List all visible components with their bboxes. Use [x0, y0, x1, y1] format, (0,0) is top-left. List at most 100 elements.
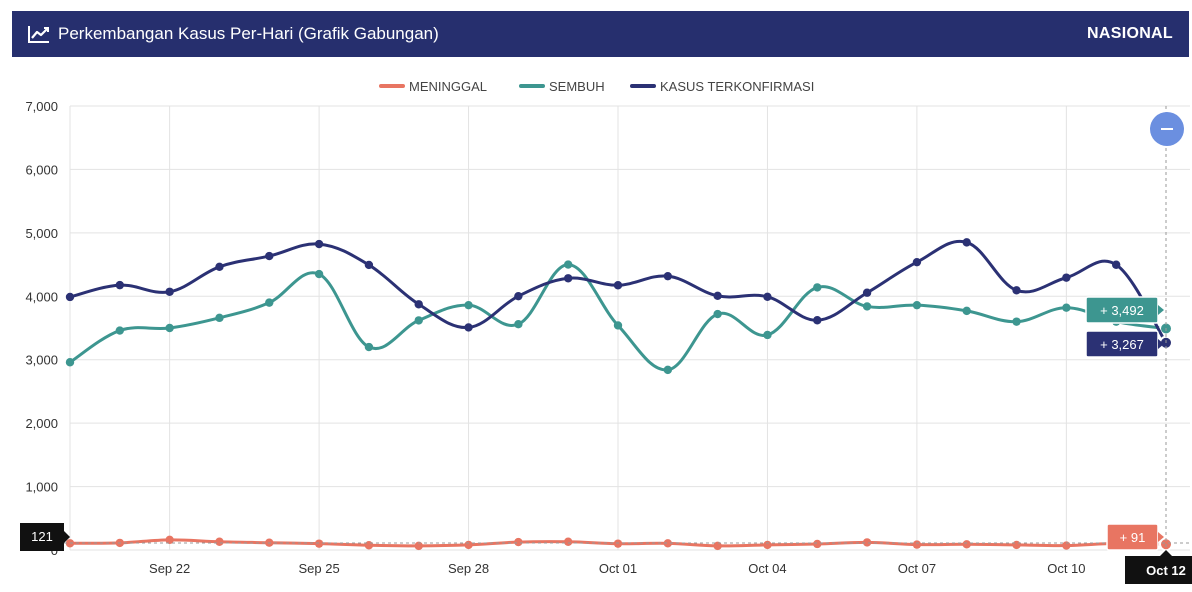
data-point[interactable]	[1012, 286, 1021, 295]
data-point[interactable]	[314, 539, 324, 548]
data-point[interactable]	[464, 323, 473, 332]
crosshair-y-label: 121	[31, 529, 53, 544]
data-point[interactable]	[314, 269, 324, 279]
y-tick-label: 4,000	[25, 289, 58, 304]
y-tick-label: 6,000	[25, 162, 58, 177]
x-axis: Sep 22 Sep 25 Sep 28 Oct 01 Oct 04 Oct 07 Oct …	[149, 561, 1085, 576]
data-point[interactable]	[912, 257, 922, 267]
data-point[interactable]	[215, 262, 224, 271]
x-tick-label: Oct 04	[748, 561, 786, 576]
data-point[interactable]	[563, 260, 573, 269]
data-point[interactable]	[115, 326, 125, 335]
page-title: Perkembangan Kasus Per-Hari (Grafik Gabu…	[58, 24, 439, 43]
data-point[interactable]	[115, 280, 125, 290]
data-point[interactable]	[962, 540, 971, 549]
region-label: NASIONAL	[1087, 25, 1173, 42]
data-point[interactable]	[464, 540, 473, 550]
x-tick-label: Oct 01	[599, 561, 637, 576]
data-point[interactable]	[912, 300, 922, 310]
data-point[interactable]	[563, 537, 573, 546]
data-point[interactable]	[613, 539, 623, 548]
data-point[interactable]	[314, 239, 324, 249]
data-point[interactable]	[464, 300, 473, 310]
legend-item: SEMBUH	[549, 79, 605, 94]
data-point[interactable]	[165, 287, 174, 296]
data-point[interactable]	[514, 319, 523, 329]
data-point[interactable]	[962, 238, 971, 247]
tooltips: + 3,492 + 3,267 + 91	[1085, 296, 1164, 551]
data-point[interactable]	[65, 292, 75, 302]
tooltip-label: + 3,267	[1100, 337, 1144, 352]
data-point[interactable]	[265, 251, 274, 261]
data-point[interactable]	[663, 365, 673, 375]
data-point[interactable]	[613, 321, 623, 330]
tooltip-label: + 91	[1120, 530, 1146, 545]
y-tick-label: 7,000	[25, 99, 58, 114]
crosshair-y-badge	[20, 523, 64, 551]
data-point[interactable]	[514, 537, 523, 547]
header-left: Perkembangan Kasus Per-Hari (Grafik Gabu…	[28, 24, 439, 44]
x-tick-label: Sep 22	[149, 561, 190, 576]
data-point[interactable]	[1012, 317, 1021, 326]
data-point[interactable]	[265, 298, 274, 307]
series-sembuh	[65, 260, 1173, 375]
y-tick-label: 1,000	[25, 480, 58, 495]
data-point[interactable]	[862, 538, 872, 547]
data-point[interactable]	[862, 288, 872, 297]
data-point[interactable]	[713, 309, 722, 319]
chart-header: Perkembangan Kasus Per-Hari (Grafik Gabu…	[12, 11, 1189, 57]
data-point[interactable]	[713, 291, 722, 301]
data-point[interactable]	[414, 541, 423, 551]
legend-item: MENINGGAL	[409, 79, 487, 94]
zoom-out-button[interactable]	[1150, 112, 1184, 146]
tooltip-pointer	[1158, 305, 1164, 315]
legend: MENINGGAL SEMBUH KASUS TERKONFIRMASI	[379, 79, 814, 94]
data-point[interactable]	[414, 316, 423, 325]
crosshair-y-pointer	[64, 531, 70, 543]
tooltip-pointer	[1158, 339, 1164, 349]
data-point[interactable]	[613, 281, 623, 290]
y-tick-label: 5,000	[25, 226, 58, 241]
data-point[interactable]	[1012, 540, 1021, 550]
data-point[interactable]	[663, 271, 673, 281]
data-point[interactable]	[165, 323, 174, 333]
data-point[interactable]	[912, 540, 922, 549]
data-point[interactable]	[763, 292, 772, 301]
data-point[interactable]	[663, 539, 673, 548]
y-tick-label: 3,000	[25, 353, 58, 368]
data-point[interactable]	[862, 302, 872, 311]
data-point[interactable]	[414, 300, 423, 309]
data-point[interactable]	[813, 316, 822, 325]
line-chart-icon	[28, 26, 49, 43]
data-point[interactable]	[364, 260, 374, 270]
data-point[interactable]	[65, 358, 75, 367]
data-point[interactable]	[563, 274, 573, 283]
data-point[interactable]	[1062, 273, 1071, 282]
series-meninggal	[65, 535, 1173, 552]
data-point[interactable]	[1062, 303, 1071, 312]
data-point[interactable]	[364, 342, 374, 352]
tooltip-pointer	[1158, 532, 1164, 542]
x-tick-label: Sep 28	[448, 561, 489, 576]
data-point[interactable]	[763, 540, 772, 550]
data-point[interactable]	[215, 313, 224, 323]
grid-lines	[69, 105, 1190, 551]
x-tick-label: Oct 07	[898, 561, 936, 576]
tooltip-label: + 3,492	[1100, 303, 1144, 318]
data-point[interactable]	[813, 283, 822, 292]
data-point[interactable]	[763, 330, 772, 340]
data-point[interactable]	[962, 306, 971, 316]
crosshair: 121 Oct 12	[20, 106, 1192, 584]
data-point[interactable]	[215, 537, 224, 546]
data-point[interactable]	[1111, 260, 1121, 269]
data-point[interactable]	[713, 541, 722, 551]
combined-line-chart[interactable]: 01,0002,0003,0004,0005,0006,0007,000Sep …	[0, 60, 1192, 592]
data-point[interactable]	[514, 291, 523, 301]
crosshair-x-label: Oct 12	[1146, 563, 1186, 578]
x-tick-label: Oct 10	[1047, 561, 1085, 576]
legend-item: KASUS TERKONFIRMASI	[660, 79, 814, 94]
data-point[interactable]	[364, 541, 374, 550]
data-point[interactable]	[165, 535, 174, 545]
data-point[interactable]	[813, 539, 822, 549]
